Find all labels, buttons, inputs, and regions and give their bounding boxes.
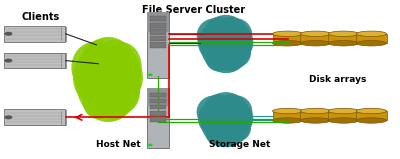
Circle shape: [149, 74, 152, 75]
Ellipse shape: [207, 40, 237, 70]
FancyBboxPatch shape: [150, 29, 166, 35]
FancyBboxPatch shape: [5, 110, 67, 126]
Ellipse shape: [272, 41, 303, 46]
Ellipse shape: [328, 118, 359, 123]
Ellipse shape: [200, 15, 252, 73]
Bar: [300, 111, 331, 121]
Ellipse shape: [218, 17, 243, 42]
Ellipse shape: [218, 94, 243, 118]
Ellipse shape: [197, 95, 232, 128]
Ellipse shape: [197, 18, 232, 53]
Ellipse shape: [272, 108, 303, 114]
Bar: [328, 111, 359, 121]
FancyBboxPatch shape: [150, 105, 166, 110]
Text: Storage Net: Storage Net: [209, 140, 270, 149]
Text: Clients: Clients: [22, 12, 60, 22]
Ellipse shape: [300, 31, 331, 36]
Ellipse shape: [73, 54, 104, 101]
FancyBboxPatch shape: [5, 27, 67, 42]
FancyBboxPatch shape: [5, 53, 67, 69]
Ellipse shape: [98, 40, 130, 76]
Text: Disk arrays: Disk arrays: [309, 75, 366, 84]
Ellipse shape: [198, 27, 223, 59]
Ellipse shape: [328, 41, 359, 46]
Ellipse shape: [228, 27, 253, 58]
FancyBboxPatch shape: [4, 109, 66, 125]
Ellipse shape: [101, 42, 142, 91]
FancyBboxPatch shape: [150, 93, 166, 97]
FancyBboxPatch shape: [147, 12, 169, 32]
FancyBboxPatch shape: [147, 12, 169, 78]
FancyBboxPatch shape: [147, 88, 169, 106]
Ellipse shape: [84, 74, 122, 118]
Ellipse shape: [328, 108, 359, 114]
Ellipse shape: [222, 38, 251, 67]
Ellipse shape: [220, 18, 252, 52]
Ellipse shape: [218, 47, 243, 71]
FancyBboxPatch shape: [4, 26, 66, 42]
FancyBboxPatch shape: [150, 36, 166, 41]
Circle shape: [5, 59, 12, 62]
FancyBboxPatch shape: [147, 88, 169, 148]
Ellipse shape: [104, 71, 140, 114]
Ellipse shape: [222, 114, 251, 142]
FancyBboxPatch shape: [150, 117, 166, 122]
Ellipse shape: [71, 42, 116, 93]
Circle shape: [149, 144, 152, 145]
Bar: [272, 34, 303, 43]
Ellipse shape: [300, 118, 331, 123]
Ellipse shape: [83, 84, 116, 120]
Bar: [300, 34, 331, 43]
Ellipse shape: [206, 47, 232, 71]
Ellipse shape: [272, 118, 303, 123]
Ellipse shape: [220, 95, 252, 127]
Ellipse shape: [356, 118, 386, 123]
Ellipse shape: [200, 92, 252, 147]
Text: File Server Cluster: File Server Cluster: [142, 5, 246, 15]
Ellipse shape: [218, 122, 243, 146]
Circle shape: [5, 33, 12, 35]
FancyBboxPatch shape: [150, 99, 166, 103]
Ellipse shape: [198, 103, 223, 134]
Ellipse shape: [272, 31, 303, 36]
Ellipse shape: [300, 108, 331, 114]
Ellipse shape: [98, 84, 130, 120]
Ellipse shape: [112, 55, 143, 100]
Ellipse shape: [328, 31, 359, 36]
Ellipse shape: [206, 17, 232, 43]
FancyBboxPatch shape: [150, 23, 166, 28]
Bar: [272, 111, 303, 121]
Ellipse shape: [83, 40, 116, 78]
Ellipse shape: [300, 41, 331, 46]
Ellipse shape: [228, 104, 253, 133]
Ellipse shape: [206, 122, 232, 146]
Bar: [356, 111, 386, 121]
Ellipse shape: [76, 37, 141, 122]
FancyBboxPatch shape: [150, 42, 166, 48]
Ellipse shape: [356, 108, 386, 114]
Circle shape: [5, 116, 12, 119]
FancyBboxPatch shape: [150, 111, 166, 116]
Bar: [328, 34, 359, 43]
Bar: [356, 34, 386, 43]
FancyBboxPatch shape: [150, 16, 166, 21]
Ellipse shape: [356, 41, 386, 46]
Ellipse shape: [206, 94, 232, 119]
Text: Host Net: Host Net: [96, 140, 141, 149]
Ellipse shape: [207, 116, 237, 145]
FancyBboxPatch shape: [4, 53, 66, 69]
Ellipse shape: [356, 31, 386, 36]
